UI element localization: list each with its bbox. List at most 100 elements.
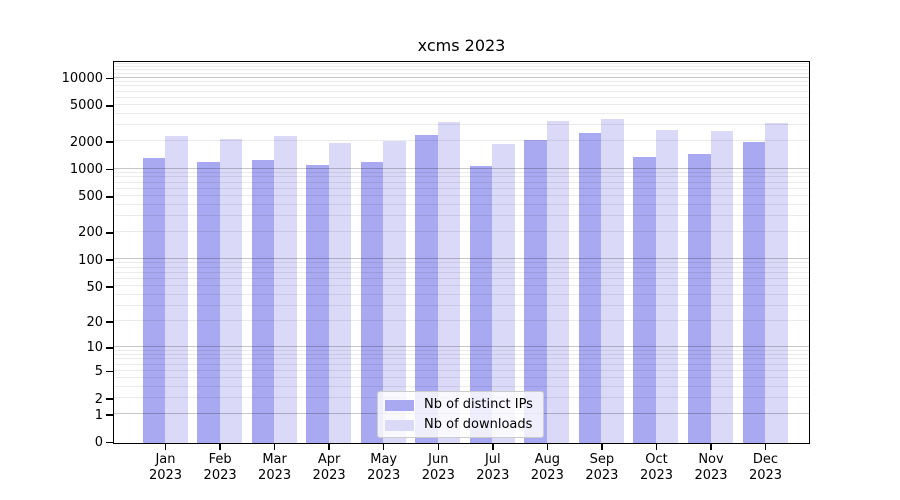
bar-distinct-ips: [524, 140, 547, 443]
gridline-major: [114, 258, 809, 260]
x-tick-label: Oct 2023: [621, 452, 693, 483]
y-tick: [105, 414, 113, 416]
bar-distinct-ips: [197, 161, 220, 443]
gridline-minor: [114, 369, 809, 371]
bar-downloads: [655, 129, 679, 443]
x-tick-label-month: Oct: [645, 452, 668, 467]
gridline-minor: [114, 385, 809, 387]
x-tick-label-month: Sep: [589, 452, 615, 467]
gridline-minor: [114, 376, 809, 378]
gridline-major: [114, 76, 809, 78]
gridline-minor: [114, 363, 809, 365]
gridline-minor: [114, 285, 809, 287]
x-tick-label-month: Dec: [752, 452, 779, 467]
grid-layer: [114, 62, 809, 443]
gridline-minor: [114, 215, 809, 216]
gridline-minor: [114, 320, 809, 322]
y-tick: [105, 105, 113, 107]
bar-downloads: [492, 143, 515, 443]
x-tick-label-month: May: [370, 452, 398, 467]
gridline-minor: [114, 96, 809, 98]
x-tick-label-year: 2023: [748, 467, 783, 483]
legend-swatch-distinct-ips: [385, 399, 414, 411]
bar-distinct-ips: [688, 154, 711, 443]
bar-distinct-ips: [742, 142, 766, 443]
y-tick: [105, 259, 113, 261]
bar-distinct-ips: [415, 135, 438, 443]
y-tick-label: 500: [78, 189, 103, 205]
bar-distinct-ips: [578, 133, 602, 443]
gridline-minor: [114, 358, 809, 360]
y-tick-label: 2000: [69, 134, 103, 150]
y-tick-label: 1000: [69, 162, 103, 177]
bar-downloads: [165, 136, 188, 443]
gridline-minor: [114, 262, 809, 264]
bar-downloads: [328, 143, 352, 443]
bar-downloads: [546, 120, 570, 443]
y-tick-label: 1: [94, 407, 103, 423]
gridline-minor: [114, 63, 809, 65]
x-tick-label-year: 2023: [585, 467, 619, 483]
x-tick-label-year: 2023: [421, 467, 455, 483]
y-tick-label: 10000: [61, 71, 103, 86]
x-tick-label-year: 2023: [367, 467, 401, 483]
x-tick-label-month: Apr: [317, 452, 341, 467]
x-tick: [546, 444, 549, 450]
x-tick-label-year: 2023: [694, 467, 728, 483]
gridline-minor: [114, 72, 809, 74]
x-tick-label: Apr 2023: [293, 452, 365, 483]
bar-distinct-ips: [251, 159, 275, 443]
gridline-minor: [114, 349, 809, 351]
gridline-minor: [114, 272, 809, 273]
x-tick: [382, 444, 385, 450]
gridline-minor: [114, 203, 809, 205]
gridline-minor: [114, 80, 809, 82]
x-tick-label-month: Aug: [534, 452, 560, 467]
gridline-minor: [114, 103, 809, 105]
y-tick-label: 10: [86, 340, 103, 356]
gridline-minor: [114, 66, 809, 68]
y-tick: [105, 398, 113, 400]
bar-downloads: [274, 135, 297, 443]
y-tick-label: 20: [86, 314, 103, 330]
x-tick-label-month: Nov: [698, 452, 724, 467]
gridline-minor: [114, 69, 809, 71]
gridline-minor: [114, 293, 809, 295]
x-tick-label: Dec 2023: [730, 452, 802, 483]
bars-layer: [114, 62, 809, 443]
gridline-minor: [114, 171, 809, 173]
gridline-major: [114, 167, 809, 169]
x-tick: [328, 444, 330, 450]
x-tick-label: Jan 2023: [130, 452, 202, 483]
x-tick-label-year: 2023: [148, 467, 183, 483]
y-tick: [105, 196, 113, 198]
x-tick-label: Feb 2023: [184, 452, 256, 483]
gridline-minor: [114, 181, 809, 183]
gridline-minor: [114, 176, 809, 178]
gridline-major: [114, 345, 809, 347]
x-tick: [492, 444, 494, 450]
bar-downloads: [437, 122, 461, 443]
gridline-minor: [114, 187, 809, 189]
x-tick: [764, 444, 767, 450]
x-tick-label-month: Jan: [155, 452, 176, 467]
gridline-minor: [114, 85, 809, 87]
gridline-minor: [114, 124, 809, 126]
x-tick-label-year: 2023: [312, 467, 346, 483]
y-tick-label: 100: [78, 252, 103, 268]
x-tick-label-month: Mar: [262, 452, 287, 467]
x-tick: [655, 444, 658, 450]
y-tick: [105, 77, 113, 80]
x-tick-label-month: Jun: [428, 452, 449, 467]
y-tick-label: 5000: [69, 98, 103, 114]
x-tick-label-year: 2023: [476, 467, 510, 483]
x-tick-label-year: 2023: [530, 467, 564, 483]
x-tick: [273, 444, 276, 450]
y-tick-label: 2: [94, 391, 103, 407]
x-tick-label-month: Feb: [208, 452, 232, 467]
x-tick-label-month: Jul: [484, 452, 501, 467]
legend: Nb of distinct IPs Nb of downloads: [377, 391, 544, 438]
bar-downloads: [710, 131, 733, 443]
x-tick-label-year: 2023: [258, 467, 292, 483]
